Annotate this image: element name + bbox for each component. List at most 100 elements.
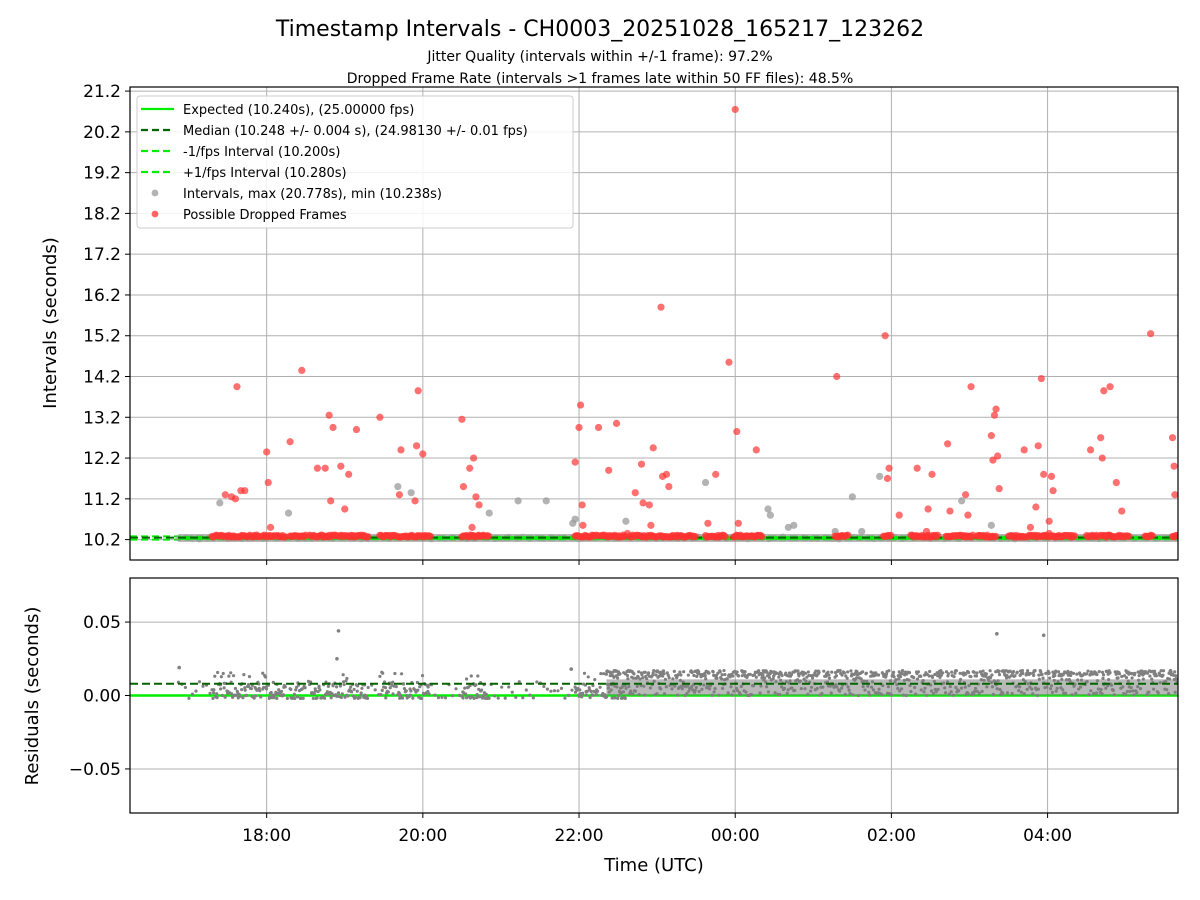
residual-point xyxy=(892,675,896,679)
residual-point xyxy=(478,695,482,699)
residual-point xyxy=(809,673,813,678)
dropped-frame-point xyxy=(579,521,587,529)
dropped-frame-point xyxy=(639,499,647,507)
residual-point xyxy=(618,672,622,676)
residual-point xyxy=(378,674,382,678)
residual-point xyxy=(1152,669,1157,673)
residual-point xyxy=(843,692,847,697)
residual-point xyxy=(1010,691,1014,696)
residual-point xyxy=(331,684,335,688)
residual-point xyxy=(635,684,639,688)
residual-point xyxy=(966,692,970,696)
residual-point xyxy=(690,685,694,689)
residual-point xyxy=(687,689,691,693)
dropped-frame-point xyxy=(885,464,893,472)
residual-point xyxy=(593,677,597,682)
residual-point xyxy=(795,678,800,682)
residual-point xyxy=(797,674,801,678)
residual-point xyxy=(952,675,956,679)
residual-point xyxy=(765,685,769,689)
residual-point xyxy=(420,673,425,678)
residual-point xyxy=(235,689,239,693)
residual-point xyxy=(907,678,911,682)
residuals-y-tick-label: −0.05 xyxy=(69,760,121,780)
residual-point xyxy=(743,670,747,674)
residual-point xyxy=(807,673,811,678)
dropped-frame-point xyxy=(645,501,653,509)
residual-point xyxy=(789,673,794,677)
residual-point xyxy=(931,691,936,696)
residual-point xyxy=(958,671,962,675)
residual-point xyxy=(869,685,874,689)
residual-point xyxy=(588,695,592,700)
residual-point xyxy=(310,692,314,696)
residual-point xyxy=(996,679,1000,683)
residual-point xyxy=(341,673,345,677)
dropped-frame-point xyxy=(928,470,936,478)
legend-label-2: -1/fps Interval (10.200s) xyxy=(183,145,340,160)
dropped-frame-point xyxy=(844,531,852,539)
residual-point xyxy=(978,670,982,674)
residual-point xyxy=(1095,672,1099,677)
residual-point xyxy=(475,696,479,700)
residual-point xyxy=(695,674,699,678)
residual-point xyxy=(1164,679,1168,683)
residual-point xyxy=(391,680,395,684)
dropped-frame-point xyxy=(426,532,435,541)
residual-point xyxy=(1055,686,1059,690)
dropped-frame-point xyxy=(1173,531,1178,540)
dropped-frame-point xyxy=(231,495,240,503)
residual-point xyxy=(735,688,740,693)
residual-point xyxy=(272,696,276,700)
residual-outlier-point xyxy=(569,667,574,671)
residual-point xyxy=(468,683,472,688)
residual-point xyxy=(720,677,724,681)
residual-point xyxy=(563,696,567,700)
residual-point xyxy=(1071,671,1076,676)
residual-point xyxy=(1117,672,1122,676)
residual-point xyxy=(582,671,587,675)
residual-point xyxy=(1048,687,1053,691)
residual-point xyxy=(979,677,983,682)
residual-point xyxy=(436,696,441,700)
dropped-frame-point xyxy=(352,425,361,434)
residual-point xyxy=(384,696,388,700)
residual-point xyxy=(343,695,347,699)
residual-point xyxy=(752,673,757,677)
residual-point xyxy=(1050,690,1055,695)
residual-outlier-point xyxy=(1041,633,1046,638)
residual-point xyxy=(796,669,800,673)
dropped-frame-point xyxy=(1040,470,1048,478)
legend-label-0: Expected (10.240s), (25.00000 fps) xyxy=(183,103,414,118)
intervals-y-tick-label: 10.2 xyxy=(83,531,121,551)
residual-point xyxy=(1061,688,1065,692)
residual-point xyxy=(183,685,188,690)
residual-point xyxy=(667,676,671,680)
residual-point xyxy=(972,670,976,674)
residual-point xyxy=(990,673,994,677)
residual-point xyxy=(1128,689,1132,693)
residual-point xyxy=(1047,671,1051,675)
residual-point xyxy=(655,692,659,696)
dropped-frame-point xyxy=(883,474,892,483)
residual-point xyxy=(197,680,202,684)
residual-point xyxy=(1025,669,1030,673)
residual-point xyxy=(723,672,727,677)
residual-point xyxy=(771,677,775,681)
x-tick-label: 22:00 xyxy=(555,826,604,846)
residual-point xyxy=(793,688,797,692)
residual-point xyxy=(974,674,979,678)
dropped-frame-point xyxy=(946,507,954,515)
residual-point xyxy=(1021,671,1025,676)
dropped-frame-point xyxy=(733,427,741,436)
residual-point xyxy=(726,691,730,695)
interval-outlier-point xyxy=(284,509,293,517)
residuals-y-tick-label: 0.00 xyxy=(83,687,121,707)
residual-point xyxy=(595,693,599,697)
residual-point xyxy=(1075,672,1079,676)
residual-point xyxy=(646,671,651,675)
residual-point xyxy=(849,669,853,673)
chart-subtitle-dropped: Dropped Frame Rate (intervals >1 frames … xyxy=(347,71,854,87)
dropped-frame-point xyxy=(1118,507,1126,515)
residual-point xyxy=(675,693,680,697)
